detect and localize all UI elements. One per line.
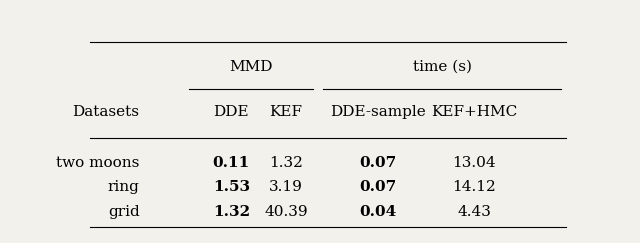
Text: 14.12: 14.12 (452, 180, 496, 194)
Text: 3.19: 3.19 (269, 180, 303, 194)
Text: KEF: KEF (269, 105, 302, 119)
Text: 0.11: 0.11 (212, 156, 250, 170)
Text: MMD: MMD (229, 60, 273, 74)
Text: 1.32: 1.32 (212, 205, 250, 219)
Text: ring: ring (108, 180, 140, 194)
Text: 4.43: 4.43 (458, 205, 492, 219)
Text: 1.32: 1.32 (269, 156, 303, 170)
Text: DDE: DDE (214, 105, 249, 119)
Text: 0.04: 0.04 (359, 205, 396, 219)
Text: 13.04: 13.04 (452, 156, 496, 170)
Text: 40.39: 40.39 (264, 205, 308, 219)
Text: grid: grid (108, 205, 140, 219)
Text: 0.07: 0.07 (359, 180, 396, 194)
Text: 1.53: 1.53 (212, 180, 250, 194)
Text: Datasets: Datasets (72, 105, 140, 119)
Text: DDE-sample: DDE-sample (330, 105, 426, 119)
Text: two moons: two moons (56, 156, 140, 170)
Text: KEF+HMC: KEF+HMC (431, 105, 518, 119)
Text: time (s): time (s) (413, 60, 472, 74)
Text: 0.07: 0.07 (359, 156, 396, 170)
